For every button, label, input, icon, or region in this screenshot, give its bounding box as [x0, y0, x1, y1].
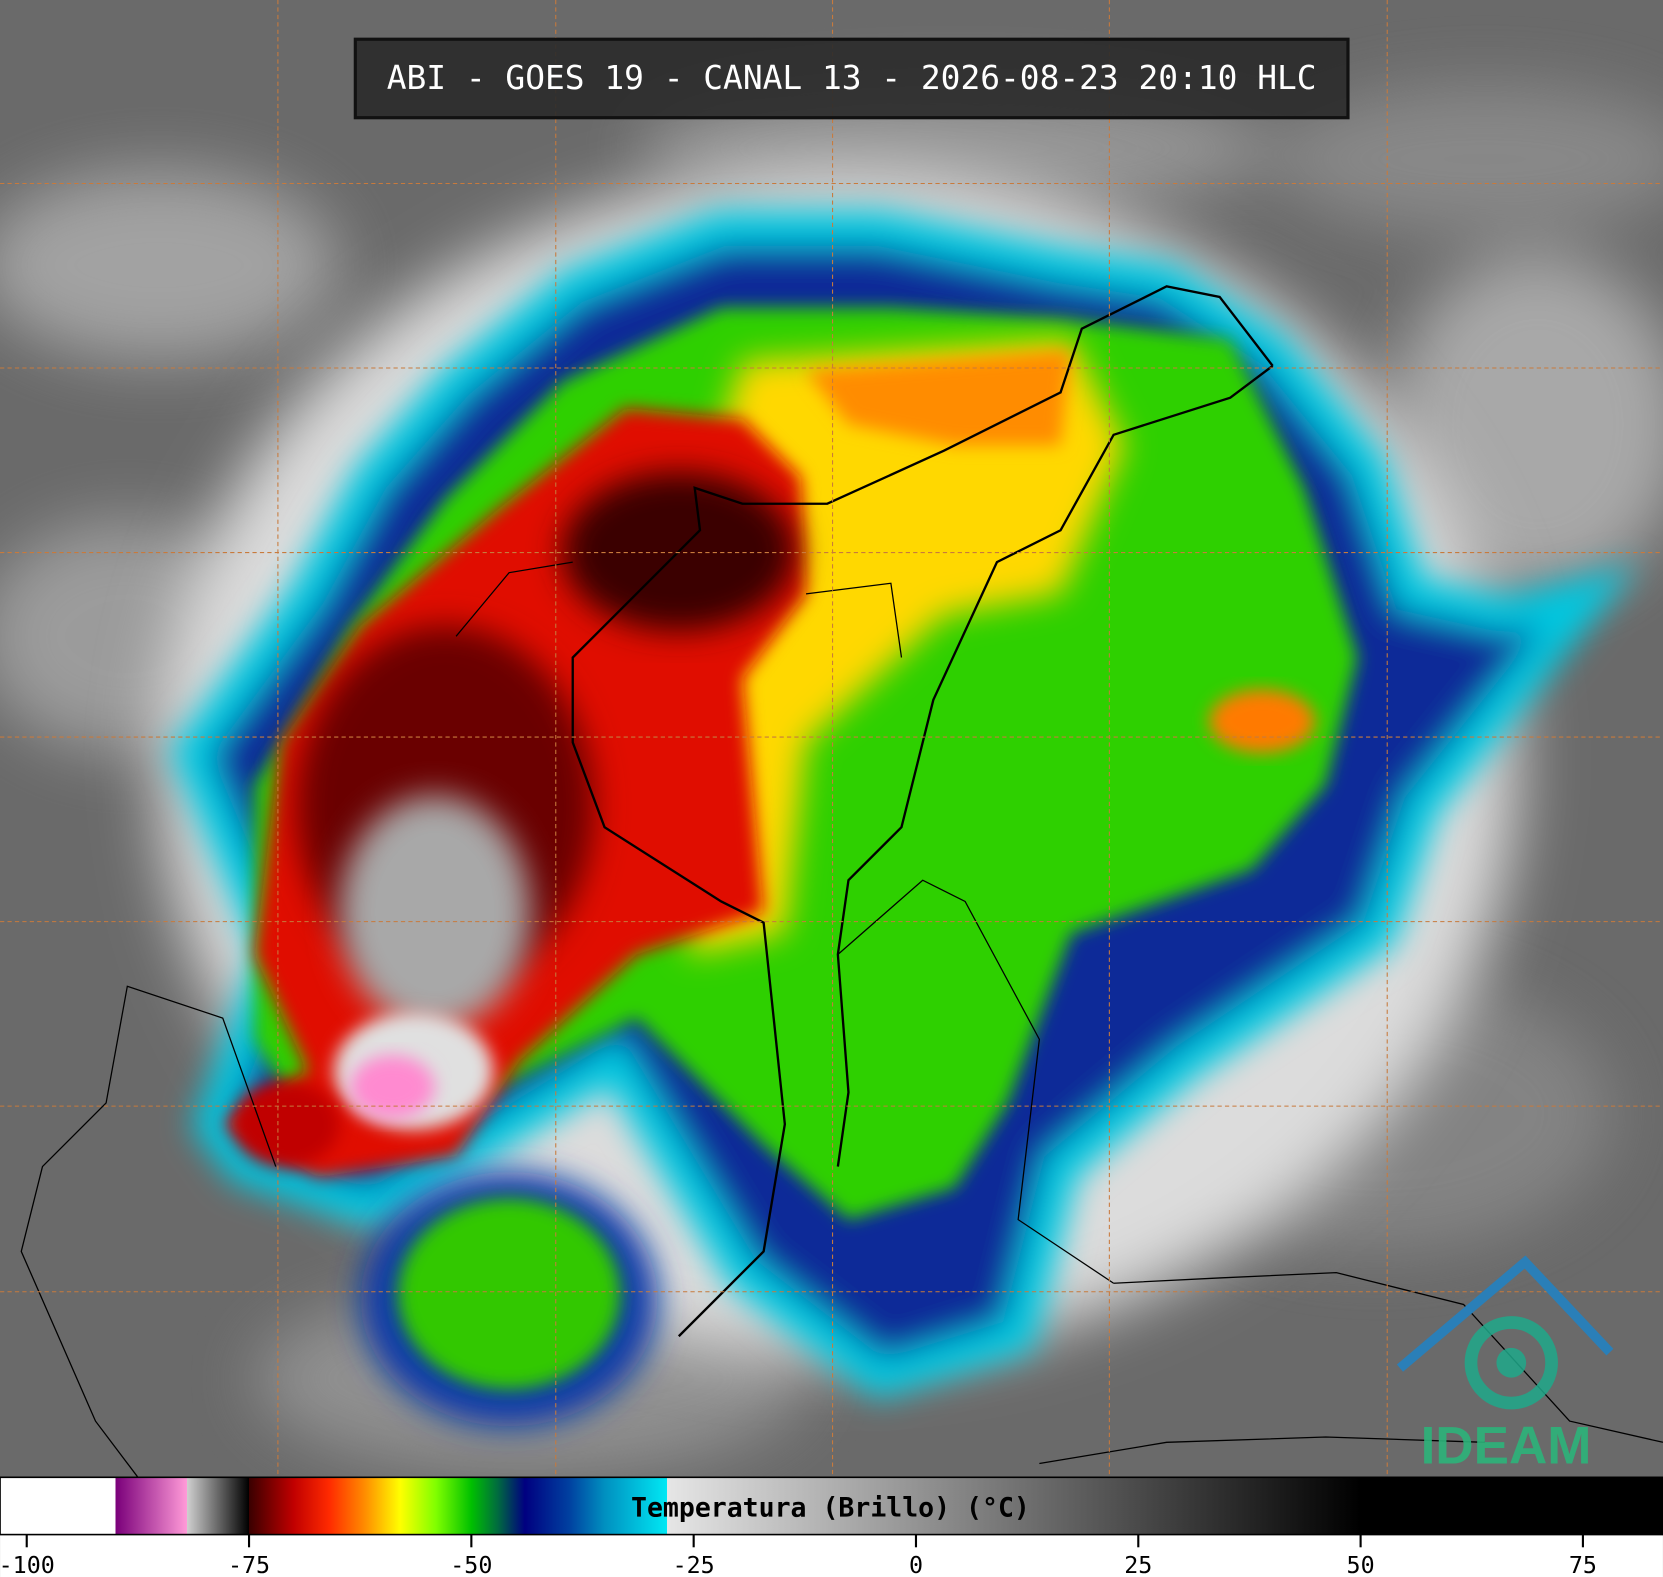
- grid: [0, 0, 1663, 1478]
- tick-label: -25: [673, 1551, 715, 1577]
- title: ABI - GOES 19 - CANAL 13 - 2026-08-23 20…: [387, 58, 1317, 97]
- tick-label: 75: [1569, 1551, 1597, 1577]
- tick-label: 25: [1124, 1551, 1152, 1577]
- colorbar-label: Temperatura (Brillo) (°C): [631, 1493, 1030, 1524]
- colorbar-ticks: -100 -75 -50 -25 0 25 50 75: [0, 1534, 1597, 1577]
- title-box: ABI - GOES 19 - CANAL 13 - 2026-08-23 20…: [353, 37, 1350, 120]
- tick-label: 50: [1347, 1551, 1375, 1577]
- tick-label: -50: [450, 1551, 492, 1577]
- tick-label: -75: [228, 1551, 270, 1577]
- colorbar: [0, 1476, 1663, 1536]
- borders: [20, 285, 1663, 1478]
- logo: IDEAM: [1396, 1255, 1614, 1476]
- storm: [170, 209, 1639, 1427]
- tick-label: 0: [909, 1551, 923, 1577]
- tick-label: -100: [0, 1551, 55, 1577]
- logo-text: IDEAM: [1421, 1417, 1592, 1476]
